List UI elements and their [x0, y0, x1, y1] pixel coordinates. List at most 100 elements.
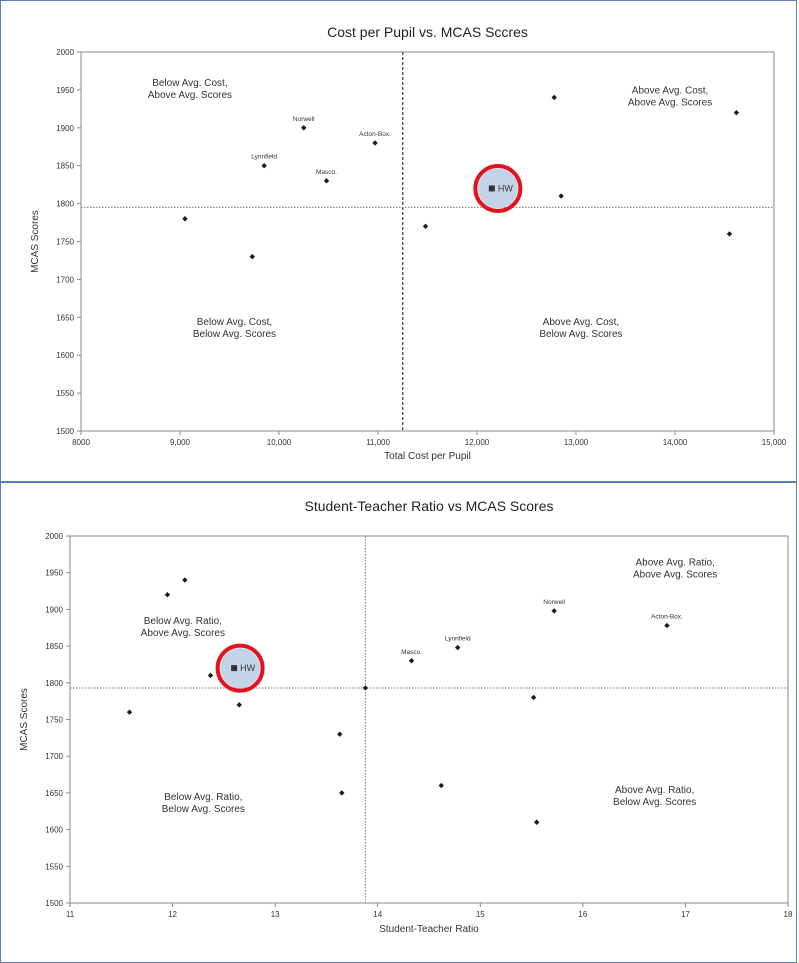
data-point [323, 178, 330, 184]
y-tick-label: 1600 [56, 351, 74, 360]
y-tick-label: 1950 [56, 86, 74, 95]
quadrant-label-line: Above Avg. Scores [628, 98, 712, 109]
x-tick-label: 13,000 [564, 438, 589, 447]
quadrant-label: Above Avg. Cost, Above Avg. Scores [628, 86, 712, 109]
quadrant-label-line: Above Avg. Ratio, [636, 557, 715, 568]
y-tick-label: 1900 [45, 605, 63, 614]
data-point [422, 223, 429, 230]
x-axis-title: Total Cost per Pupil [384, 451, 471, 462]
y-tick-label: 1550 [45, 862, 63, 871]
y-tick-label: 1650 [45, 789, 63, 798]
y-axis-title: MCAS Scores [19, 688, 30, 751]
quadrant-label: Below Avg. Ratio, Below Avg. Scores [162, 792, 245, 815]
highlight-marker [488, 185, 495, 192]
ratio-vs-mcas-chart: Student-Teacher Ratio vs MCAS Scores 1500… [19, 498, 793, 935]
quadrant-label-line: Below Avg. Ratio, [164, 792, 242, 803]
data-point [558, 193, 564, 199]
x-tick-label: 11 [66, 910, 75, 919]
quadrant-label-line: Below Avg. Scores [162, 804, 245, 815]
data-point-label: Acton-Box. [651, 614, 683, 621]
y-tick-label: 1850 [56, 162, 74, 171]
y-tick-label: 1500 [56, 427, 74, 436]
x-tick-label: 13 [271, 910, 280, 919]
data-point-label: Acton-Box. [359, 131, 391, 138]
plot-area [80, 51, 775, 432]
data-point [261, 163, 267, 169]
x-tick-label: 12 [168, 910, 177, 919]
y-tick-label: 2000 [45, 532, 63, 541]
x-tick-label: 10,000 [267, 438, 292, 447]
highlight-marker [231, 665, 238, 672]
y-tick-label: 1900 [56, 124, 74, 133]
quadrant-label-line: Below Avg. Scores [539, 329, 622, 340]
quadrant-label: Below Avg. Ratio, Above Avg. Scores [141, 616, 225, 639]
chart-title: Student-Teacher Ratio vs MCAS Scores [305, 498, 554, 514]
highlight-fill [477, 168, 518, 209]
data-point [534, 819, 540, 825]
highlight-ring [215, 643, 265, 693]
data-point-label: Lynnfield [445, 636, 471, 643]
highlight-label: HW [498, 183, 513, 193]
data-point [236, 702, 242, 708]
quadrant-label: Above Avg. Ratio, Below Avg. Scores [613, 785, 696, 808]
y-tick-label: 1700 [56, 275, 74, 284]
highlight-label: HW [240, 663, 255, 673]
data-point [726, 231, 733, 237]
x-tick-label: 15 [476, 910, 485, 919]
data-point [164, 592, 171, 598]
highlight-fill [220, 648, 261, 689]
x-tick-label: 17 [681, 910, 690, 919]
y-tick-label: 2000 [56, 48, 74, 57]
y-axis-title: MCAS Scores [30, 210, 41, 273]
quadrant-label-line: Below Avg. Scores [613, 797, 696, 808]
x-tick-label: 8000 [72, 438, 90, 447]
x-tick-label: 14,000 [663, 438, 688, 447]
highlight-ring [473, 163, 523, 213]
quadrant-label: Above Avg. Cost, Below Avg. Scores [539, 317, 622, 340]
quadrant-label: Below Avg. Cost, Above Avg. Scores [148, 78, 232, 101]
x-tick-label: 16 [578, 910, 587, 919]
quadrant-label-line: Below Avg. Cost, [197, 317, 272, 328]
data-point [733, 109, 740, 116]
quadrant-label-line: Above Avg. Scores [141, 628, 225, 639]
data-point-label: Lynnfield [251, 154, 277, 161]
cost-vs-mcas-chart: Cost per Pupil vs. MCAS Sccres 1500 1550 16… [30, 24, 787, 462]
x-tick-label: 12,000 [465, 438, 490, 447]
plot-area [69, 535, 789, 904]
y-tick-label: 1650 [56, 313, 74, 322]
data-point [249, 253, 255, 260]
data-point [372, 140, 378, 146]
data-point-label: Masco. [316, 169, 337, 176]
y-tick-label: 1800 [56, 200, 74, 209]
quadrant-label-line: Below Avg. Cost, [152, 78, 227, 89]
data-point [182, 216, 188, 222]
quadrant-label-line: Above Avg. Scores [633, 569, 717, 580]
y-tick-label: 1550 [56, 389, 74, 398]
x-tick-label: 18 [784, 910, 793, 919]
quadrant-label-line: Below Avg. Ratio, [144, 616, 222, 627]
ratio-chart-panel: Student-Teacher Ratio vs MCAS Scores 1500… [0, 482, 797, 963]
x-tick-label: 11,000 [366, 438, 390, 447]
y-tick-label: 1700 [45, 752, 63, 761]
quadrant-label-line: Below Avg. Scores [193, 329, 276, 340]
x-tick-label: 14 [373, 910, 382, 919]
y-tick-label: 1950 [45, 569, 63, 578]
data-point-label: Norwell [543, 599, 565, 606]
data-point [301, 125, 307, 131]
data-point [339, 790, 345, 796]
quadrant-label-line: Above Avg. Ratio, [615, 785, 694, 796]
y-tick-label: 1750 [56, 238, 74, 247]
y-tick-label: 1500 [45, 899, 63, 908]
y-tick-label: 1750 [45, 716, 63, 725]
data-point [551, 608, 557, 614]
quadrant-label-line: Above Avg. Scores [148, 90, 232, 101]
y-tick-label: 1600 [45, 826, 63, 835]
x-axis-title: Student-Teacher Ratio [379, 924, 479, 935]
data-point [551, 94, 557, 101]
quadrant-label-line: Above Avg. Cost, [543, 317, 620, 328]
quadrant-label: Below Avg. Cost, Below Avg. Scores [193, 317, 276, 340]
data-point-label: Norwell [293, 116, 315, 123]
data-point [455, 644, 461, 651]
quadrant-label: Above Avg. Ratio, Above Avg. Scores [633, 557, 717, 580]
data-point-label: Masco. [401, 649, 422, 656]
